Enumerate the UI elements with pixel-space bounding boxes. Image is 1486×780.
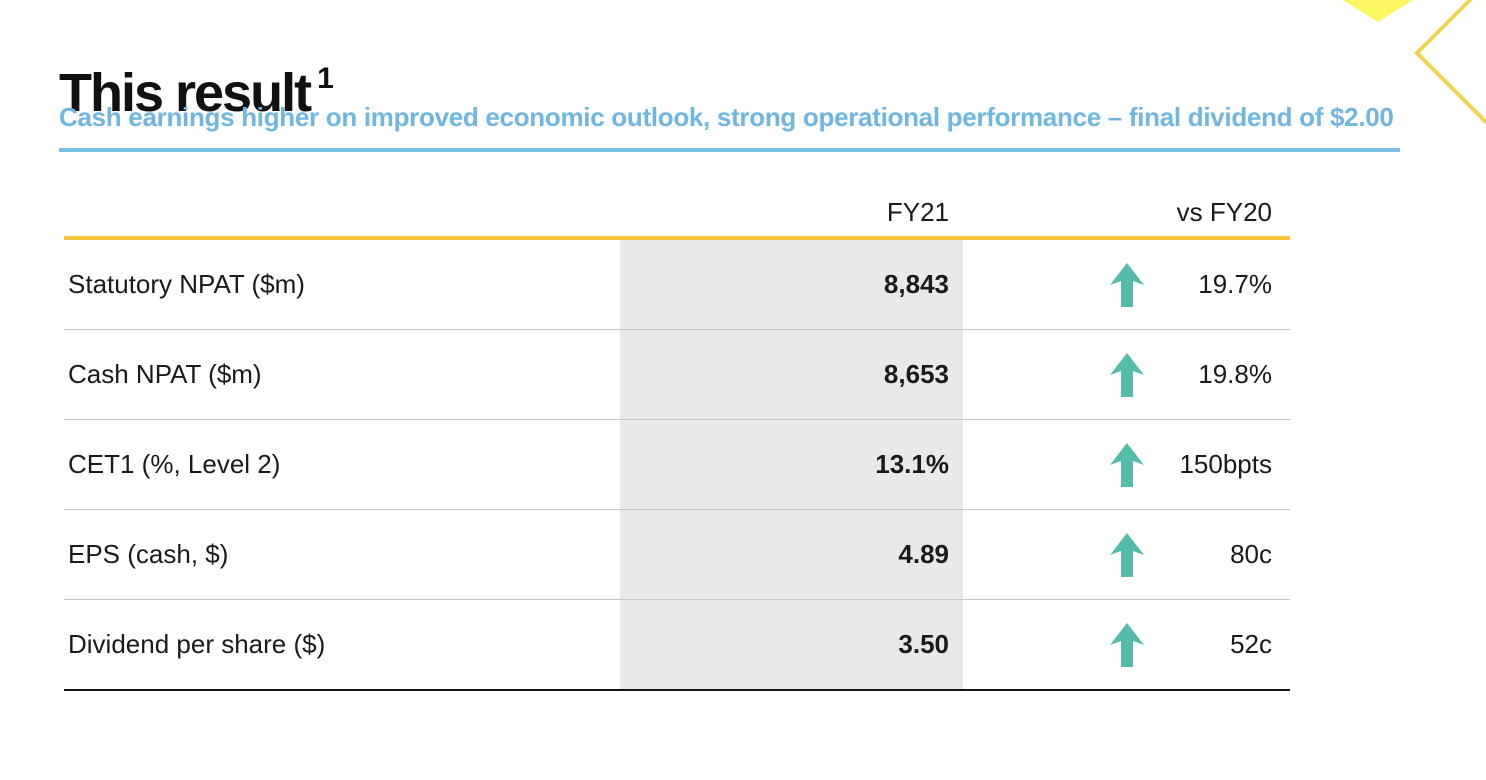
table-row-dividend: Dividend per share ($) 3.50 52c bbox=[64, 600, 1290, 689]
fy21-value: 13.1% bbox=[620, 420, 963, 509]
up-arrow-icon bbox=[1110, 352, 1144, 397]
vs-fy20-cell: 150bpts bbox=[963, 420, 1290, 509]
header-divider-rule bbox=[64, 236, 1290, 240]
vs-fy20-value: 19.8% bbox=[1198, 359, 1272, 389]
page-title: This result 1 bbox=[59, 62, 334, 124]
subtitle-divider-rule bbox=[59, 148, 1400, 152]
metric-label: Cash NPAT ($m) bbox=[68, 359, 262, 389]
vs-fy20-cell: 19.8% bbox=[963, 330, 1290, 419]
vs-fy20-value: 19.7% bbox=[1198, 269, 1272, 299]
fy21-value: 3.50 bbox=[620, 600, 963, 689]
fy21-value: 8,653 bbox=[620, 330, 963, 419]
header-fy21: FY21 bbox=[886, 197, 949, 227]
fy21-value: 4.89 bbox=[620, 510, 963, 599]
table-row-statutory-npat: Statutory NPAT ($m) 8,843 19.7% bbox=[64, 240, 1290, 330]
table-body: Statutory NPAT ($m) 8,843 19.7% Cash NPA… bbox=[64, 240, 1290, 691]
header-vs-fy20: vs FY20 bbox=[1176, 197, 1272, 227]
up-arrow-icon bbox=[1110, 442, 1144, 487]
vs-fy20-cell: 19.7% bbox=[963, 240, 1290, 329]
fy21-value: 8,843 bbox=[620, 240, 963, 329]
table-row-cash-npat: Cash NPAT ($m) 8,653 19.8% bbox=[64, 330, 1290, 420]
vs-fy20-cell: 80c bbox=[963, 510, 1290, 599]
metric-label: EPS (cash, $) bbox=[68, 539, 229, 569]
table-header-row: FY21 vs FY20 bbox=[64, 190, 1290, 236]
up-arrow-icon bbox=[1110, 622, 1144, 667]
metric-label: Statutory NPAT ($m) bbox=[68, 269, 305, 299]
metric-label: Dividend per share ($) bbox=[68, 629, 326, 659]
footnote-marker: 1 bbox=[317, 62, 334, 96]
up-arrow-icon bbox=[1110, 262, 1144, 307]
table-row-cet1: CET1 (%, Level 2) 13.1% 150bpts bbox=[64, 420, 1290, 510]
results-table: FY21 vs FY20 Statutory NPAT ($m) 8,843 1… bbox=[64, 190, 1290, 691]
page-title-text: This result bbox=[59, 63, 312, 124]
yellow-triangle-shape bbox=[1343, 0, 1413, 22]
vs-fy20-value: 150bpts bbox=[1179, 449, 1272, 479]
table-row-eps: EPS (cash, $) 4.89 80c bbox=[64, 510, 1290, 600]
vs-fy20-value: 52c bbox=[1230, 629, 1272, 659]
gold-diamond-outline-shape bbox=[1414, 0, 1486, 125]
page-subtitle: Cash earnings higher on improved economi… bbox=[59, 102, 1394, 132]
metric-label: CET1 (%, Level 2) bbox=[68, 449, 281, 479]
up-arrow-icon bbox=[1110, 532, 1144, 577]
vs-fy20-cell: 52c bbox=[963, 600, 1290, 689]
vs-fy20-value: 80c bbox=[1230, 539, 1272, 569]
